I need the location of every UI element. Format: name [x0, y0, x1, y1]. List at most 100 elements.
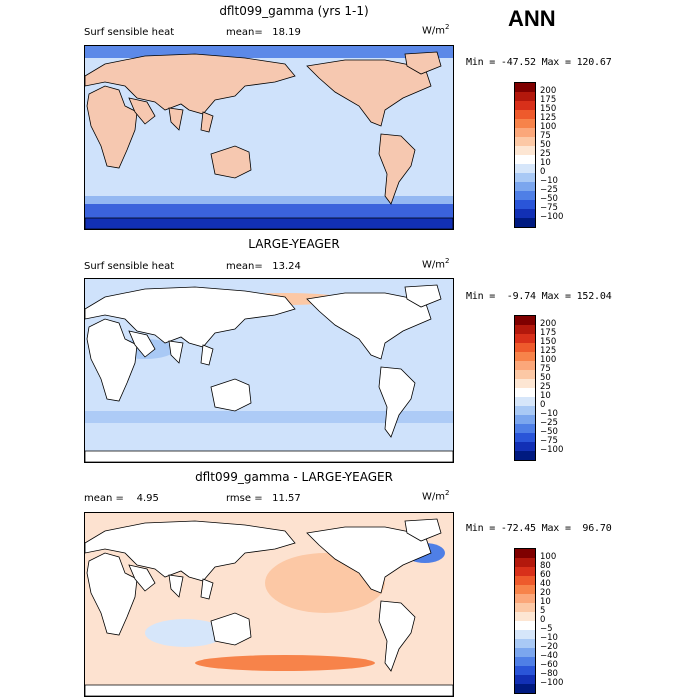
- world-map-svg: [85, 46, 453, 229]
- colorbar-segment: [515, 146, 535, 155]
- continent-outline: [200, 344, 214, 366]
- panel-1-map: [84, 45, 454, 230]
- panel-1-title: dflt099_gamma (yrs 1-1): [219, 4, 369, 18]
- panel-1-colorbar: [514, 82, 536, 228]
- colorbar-segment: [515, 585, 535, 594]
- colorbar-tick-label: 75: [540, 131, 551, 141]
- colorbar-tick-label: 200: [540, 319, 557, 329]
- continent-outline: [86, 85, 138, 169]
- colorbar-tick-label: −25: [540, 185, 558, 195]
- colorbar-segment: [515, 424, 535, 433]
- colorbar-segment: [515, 83, 535, 92]
- colorbar-tick-label: −75: [540, 203, 558, 213]
- colorbar-segment: [515, 415, 535, 424]
- colorbar-segment: [515, 657, 535, 666]
- colorbar-segment: [515, 684, 535, 693]
- colorbar-tick-label: 50: [540, 140, 551, 150]
- colorbar-segment: [515, 316, 535, 325]
- panel-3-title: dflt099_gamma - LARGE-YEAGER: [195, 470, 393, 484]
- colorbar-segment: [515, 155, 535, 164]
- continent-outline: [128, 564, 184, 598]
- colorbar-segment: [515, 397, 535, 406]
- panel-2-minmax: Min = -9.74 Max = 152.04: [466, 291, 612, 302]
- colorbar-segment: [515, 603, 535, 612]
- continent-outline: [85, 286, 296, 348]
- colorbar-tick-label: −100: [540, 678, 564, 688]
- panel-3-colorbar: [514, 548, 536, 694]
- colorbar-segment: [515, 558, 535, 567]
- world-map-svg: [85, 284, 453, 462]
- continent-outline: [378, 133, 416, 205]
- colorbar-tick-label: −20: [540, 642, 558, 652]
- colorbar-segment: [515, 621, 535, 630]
- colorbar-tick-label: 175: [540, 328, 557, 338]
- colorbar-tick-label: −80: [540, 669, 558, 679]
- world-map-svg: [85, 518, 453, 696]
- colorbar-segment: [515, 92, 535, 101]
- colorbar-tick-label: 25: [540, 149, 551, 159]
- colorbar-tick-label: 20: [540, 588, 551, 598]
- colorbar-tick-label: −100: [540, 212, 564, 222]
- continent-outline: [210, 145, 252, 179]
- colorbar-segment: [515, 549, 535, 558]
- colorbar-segment: [515, 639, 535, 648]
- colorbar-segment: [515, 442, 535, 451]
- colorbar-segment: [515, 200, 535, 209]
- colorbar-segment: [515, 388, 535, 397]
- continent-outline: [404, 51, 442, 75]
- panel-2-map: [84, 278, 454, 463]
- colorbar-segment: [515, 173, 535, 182]
- colorbar-tick-label: 60: [540, 570, 551, 580]
- colorbar-tick-label: 10: [540, 391, 551, 401]
- colorbar-segment: [515, 433, 535, 442]
- colorbar-segment: [515, 101, 535, 110]
- continent-outline: [210, 378, 252, 412]
- continent-outline: [210, 612, 252, 646]
- colorbar-segment: [515, 209, 535, 218]
- colorbar-segment: [515, 343, 535, 352]
- colorbar-segment: [515, 191, 535, 200]
- colorbar-segment: [515, 675, 535, 684]
- continent-outline: [404, 284, 442, 308]
- colorbar-segment: [515, 630, 535, 639]
- colorbar-segment: [515, 137, 535, 146]
- colorbar-segment: [515, 334, 535, 343]
- panel-2-title: LARGE-YEAGER: [248, 237, 340, 251]
- colorbar-segment: [515, 128, 535, 137]
- colorbar-segment: [515, 164, 535, 173]
- colorbar-segment: [515, 361, 535, 370]
- continent-outline: [128, 330, 184, 364]
- colorbar-tick-label: 10: [540, 597, 551, 607]
- colorbar-segment: [515, 576, 535, 585]
- panel-2-units: W/m2: [422, 257, 450, 271]
- continent-outline: [85, 53, 296, 115]
- colorbar-tick-label: 100: [540, 355, 557, 365]
- panel-2-mean-label: mean= 13.24: [226, 261, 301, 272]
- colorbar-tick-label: 80: [540, 561, 551, 571]
- colorbar-segment: [515, 110, 535, 119]
- continent-outline: [306, 292, 432, 360]
- continent-outline: [200, 111, 214, 133]
- continent-outline: [85, 520, 296, 582]
- colorbar-tick-label: 10: [540, 158, 551, 168]
- colorbar-segment: [515, 451, 535, 460]
- continent-outline: [85, 684, 453, 696]
- colorbar-segment: [515, 119, 535, 128]
- panel-1-minmax: Min = -47.52 Max = 120.67: [466, 57, 612, 68]
- colorbar-segment: [515, 325, 535, 334]
- panel-3-units: W/m2: [422, 489, 450, 503]
- colorbar-tick-label: 25: [540, 382, 551, 392]
- continent-outline: [378, 600, 416, 672]
- colorbar-segment: [515, 666, 535, 675]
- colorbar-tick-label: 75: [540, 364, 551, 374]
- colorbar-tick-label: −50: [540, 427, 558, 437]
- colorbar-tick-label: −100: [540, 445, 564, 455]
- continent-outline: [86, 552, 138, 636]
- panel-3-minmax: Min = -72.45 Max = 96.70: [466, 523, 612, 534]
- continent-outline: [85, 450, 453, 462]
- colorbar-tick-label: −10: [540, 409, 558, 419]
- colorbar-tick-label: −10: [540, 176, 558, 186]
- colorbar-tick-label: −60: [540, 660, 558, 670]
- colorbar-tick-label: −50: [540, 194, 558, 204]
- continent-outline: [200, 578, 214, 600]
